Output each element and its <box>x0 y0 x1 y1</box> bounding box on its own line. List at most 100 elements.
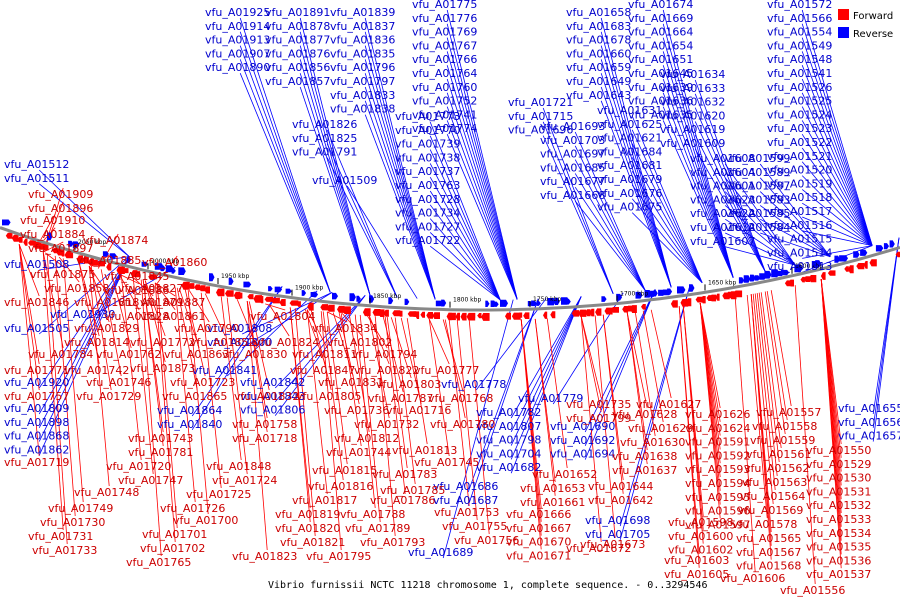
forward-gene-feature <box>446 312 452 321</box>
reverse-gene-label: vfu_A01721 <box>508 96 573 109</box>
reverse-leader-line <box>446 51 518 300</box>
forward-gene-label: vfu_A01536 <box>806 554 871 567</box>
reverse-gene-label: vfu_A01698 <box>585 514 650 527</box>
forward-leader-line <box>444 319 466 419</box>
forward-gene-feature <box>641 304 646 310</box>
forward-gene-label: vfu_A01637 <box>612 464 677 477</box>
reverse-leader-line <box>801 37 873 246</box>
reverse-leader-line <box>759 177 831 258</box>
reverse-gene-label: vfu_A01760 <box>412 81 477 94</box>
reverse-gene-label: vfu_A01525 <box>767 95 832 108</box>
reverse-gene-label: vfu_A01632 <box>660 96 725 109</box>
forward-gene-label: vfu_A01653 <box>520 482 585 495</box>
reverse-leader-line <box>574 200 646 291</box>
reverse-leader-line <box>446 65 518 300</box>
reverse-leader-line <box>38 256 130 428</box>
forward-gene-feature <box>481 313 490 321</box>
forward-gene-feature <box>42 245 49 251</box>
forward-gene-label: vfu_A01820 <box>275 522 340 535</box>
forward-gene-label: vfu_A01758 <box>232 418 297 431</box>
forward-gene-label: vfu_A01702 <box>140 542 205 555</box>
reverse-leader-line <box>429 204 501 301</box>
reverse-leader-line <box>542 107 614 294</box>
reverse-gene-feature <box>285 288 292 294</box>
reverse-gene-feature <box>794 264 803 273</box>
forward-gene-label: vfu_A01768 <box>428 392 493 405</box>
reverse-gene-label: vfu_A01609 <box>660 137 725 150</box>
forward-leader-line <box>62 258 84 503</box>
reverse-gene-label: vfu_A01524 <box>767 108 832 121</box>
reverse-gene-feature <box>750 274 756 282</box>
reverse-leader-line <box>239 31 331 293</box>
reverse-gene-label: vfu_A01722 <box>395 234 460 247</box>
forward-gene-label: vfu_A01757 <box>4 390 69 403</box>
reverse-leader-line <box>631 184 703 284</box>
forward-gene-label: vfu_A01534 <box>806 527 871 540</box>
tick-label: 1900 kbp <box>295 285 323 292</box>
reverse-gene-feature <box>72 241 80 249</box>
forward-gene-feature <box>523 312 530 319</box>
forward-gene-label: vfu_A01630 <box>620 436 685 449</box>
reverse-leader-line <box>584 289 656 460</box>
reverse-gene-label: vfu_A01841 <box>192 364 257 377</box>
reverse-gene-label: vfu_A01636 <box>628 95 693 108</box>
reverse-gene-label: vfu_A01808 <box>207 322 272 335</box>
reverse-gene-label: vfu_A01825 <box>292 132 357 145</box>
reverse-gene-label: vfu_A01687 <box>433 494 498 507</box>
forward-gene-feature <box>148 274 157 280</box>
reverse-gene-feature <box>834 255 841 263</box>
forward-gene-label: vfu_A01830 <box>222 348 287 361</box>
reverse-gene-label: vfu_A01679 <box>597 173 662 186</box>
reverse-leader-line <box>510 296 582 460</box>
reverse-gene-label: vfu_A01862 <box>4 443 69 456</box>
forward-gene-label: vfu_A01564 <box>740 490 805 503</box>
reverse-leader-line <box>429 218 501 301</box>
forward-leader-line <box>368 315 390 419</box>
forward-gene-label: vfu_A01561 <box>746 448 811 461</box>
tick-label: 1850 kbp <box>373 293 401 300</box>
reverse-gene-label: vfu_A01766 <box>412 53 477 66</box>
forward-gene-label: vfu_A01803 <box>376 378 441 391</box>
reverse-gene-feature <box>689 284 695 292</box>
forward-gene-feature <box>296 301 301 307</box>
forward-gene-label: vfu_A01742 <box>64 364 129 377</box>
reverse-gene-label: vfu_A01634 <box>660 68 725 81</box>
forward-gene-label: vfu_A01725 <box>186 488 251 501</box>
tick-label: 1650 kbp <box>708 279 736 286</box>
gene-features <box>2 219 900 321</box>
forward-gene-feature <box>271 297 280 304</box>
reverse-gene-label: vfu_A01835 <box>330 47 395 60</box>
reverse-gene-label: vfu_A01930 <box>50 308 115 321</box>
reverse-gene-label: vfu_A01809 <box>4 402 69 415</box>
reverse-gene-label: vfu_A01806 <box>240 404 305 417</box>
forward-gene-feature <box>92 259 98 266</box>
forward-gene-feature <box>392 310 401 317</box>
forward-gene-feature <box>362 308 371 317</box>
reverse-gene-label: vfu_A01796 <box>330 61 395 74</box>
forward-leader-line <box>384 316 406 495</box>
forward-gene-label: vfu_A01846 <box>4 296 69 309</box>
forward-gene-label: vfu_A01531 <box>806 485 871 498</box>
reverse-gene-label: vfu_A01677 <box>540 175 605 188</box>
reverse-gene-label: vfu_A01643 <box>566 89 631 102</box>
tick-label: 2000 kbp <box>151 258 179 265</box>
forward-gene-feature <box>844 266 849 272</box>
forward-gene-feature <box>194 284 201 291</box>
reverse-gene-label: vfu_A01689 <box>408 546 473 559</box>
forward-leader-line <box>770 290 792 407</box>
reverse-gene-label: vfu_A01509 <box>312 174 377 187</box>
reverse-gene-label: vfu_A01839 <box>330 6 395 19</box>
forward-gene-label: vfu_A01595 <box>685 491 750 504</box>
reverse-gene-label: vfu_A01774 <box>412 122 477 135</box>
reverse-gene-feature <box>160 265 166 272</box>
forward-leader-line <box>58 256 80 283</box>
forward-gene-feature <box>372 309 381 316</box>
reverse-gene-label: vfu_A01633 <box>660 82 725 95</box>
forward-leader-line <box>187 290 209 515</box>
reverse-leader-lines <box>38 9 900 559</box>
forward-gene-label: vfu_A01746 <box>86 376 151 389</box>
reverse-gene-label: vfu_A01776 <box>412 12 477 25</box>
forward-gene-label: vfu_A01700 <box>173 514 238 527</box>
forward-gene-label: vfu_A01529 <box>806 458 871 471</box>
reverse-gene-label: vfu_A01741 <box>412 108 477 121</box>
